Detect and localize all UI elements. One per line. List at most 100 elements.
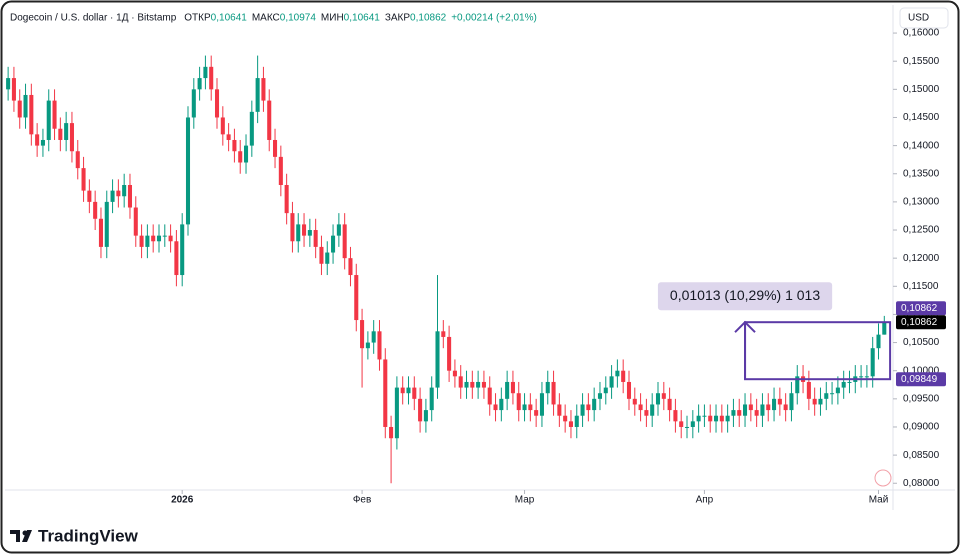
candle-body [93,201,98,219]
y-tick-label: 0,15500 [903,56,940,67]
price-label: 0,09849 [901,374,938,385]
change: +0,00214 (+2,01%) [451,13,537,24]
candle-body [499,398,504,411]
candle-body [336,224,341,236]
candle-body [458,376,463,388]
candle-body [702,415,707,417]
candle-body [214,89,220,118]
x-tick-label: Мар [515,495,535,506]
candle-body [302,224,307,236]
y-tick-label: 0,13500 [903,168,940,179]
candle-body [406,387,411,394]
currency-button[interactable] [899,7,949,29]
candle-body [238,151,243,163]
candle-body [545,381,550,394]
y-tick-label: 0,14500 [903,112,940,123]
candle-body [243,145,249,163]
candle-body [859,376,864,378]
candle-body [696,415,701,422]
candle-body [632,398,637,405]
y-tick-label: 0,10500 [903,337,940,348]
candle-body [307,230,312,236]
y-tick-label: 0,08500 [903,450,940,461]
candle-body [371,331,376,343]
ohlc-label: МИН [321,13,344,24]
candle-body [447,336,452,371]
candle-body [191,89,196,118]
candle-body [46,100,51,140]
candle-body [876,334,881,349]
price-label: 0,10862 [901,317,938,328]
candle-body [603,387,608,394]
candle-body [354,275,359,321]
candle-body [331,235,336,253]
candle-body [273,139,278,157]
candle-body [615,370,620,377]
ohlc-label: МАКС [252,13,280,24]
candle-body [644,410,649,416]
candle-body [609,376,614,388]
candle-body [133,207,138,236]
candle-body [870,348,875,377]
candle-body [568,421,573,427]
candle-body [725,415,730,422]
candle-body [766,404,771,411]
symbol: Dogecoin / U.S. dollar · 1Д · Bitstamp [10,13,177,24]
candle-body [679,421,684,427]
candle-body [11,78,16,101]
candle-body [418,398,423,422]
y-tick-label: 0,16000 [903,28,940,39]
candle-body [296,224,301,242]
candle-body [528,404,533,411]
candle-body [830,393,835,395]
candle-body [174,241,179,276]
candle-body [882,322,887,335]
ohlc-value: 0,10641 [344,13,381,24]
candle-body [151,235,156,242]
candle-body [35,134,40,146]
y-tick-label: 0,09500 [903,393,940,404]
candle-body [835,387,840,394]
y-tick-label: 0,09000 [903,422,940,433]
candle-body [209,66,214,90]
candle-body [452,370,457,377]
candle-body [539,393,544,416]
x-tick-label: Фев [353,495,371,506]
candle-body [284,185,289,214]
candle-body [580,404,585,416]
candle-body [737,410,742,416]
candle-body [574,415,579,427]
ohlc-value: 0,10974 [280,13,317,24]
candle-body [87,190,92,202]
price-label: 0,10862 [901,303,938,314]
y-tick-label: 0,12500 [903,225,940,236]
candle-body [64,123,69,140]
candle-body [493,404,498,411]
candle-body [69,123,74,152]
candle-body [377,331,382,360]
ohlc-value: 0,10641 [211,13,248,24]
candle-body [731,410,736,416]
candle-body [168,235,173,242]
candle-body [441,331,446,337]
x-tick-label: Апр [696,495,714,506]
candle-body [220,117,225,135]
candle-body [29,94,34,135]
candle-body [342,224,347,259]
candle-body [81,168,86,191]
currency[interactable]: USD [908,13,929,24]
candle-body [319,246,324,264]
candle-body [203,66,208,79]
y-tick-label: 0,14000 [903,140,940,151]
candle-body [626,381,632,399]
candle-body [197,78,202,90]
candle-body [754,410,759,416]
flag-icon [874,469,892,487]
y-tick-label: 0,12000 [903,253,940,264]
candle-body [394,387,399,439]
candle-body [510,381,515,394]
candle-body [116,190,121,197]
candle-body [522,404,527,411]
